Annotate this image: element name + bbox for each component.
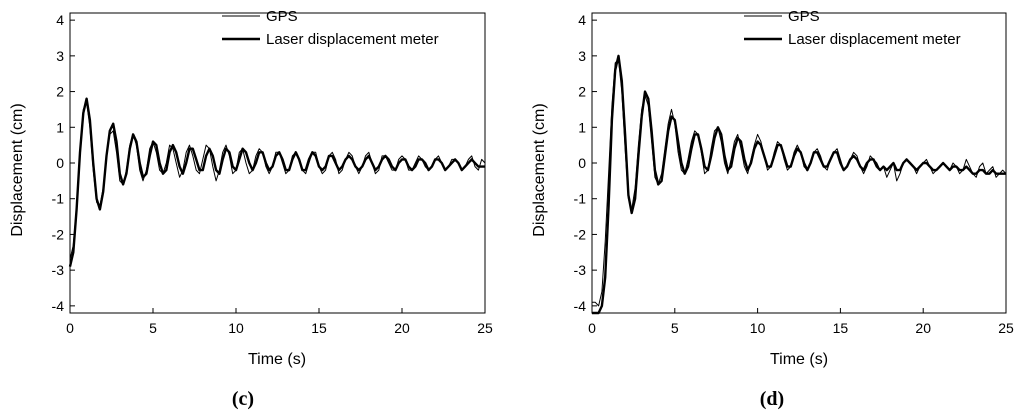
y-tick-label: -3 — [574, 262, 587, 278]
x-tick-label: 25 — [477, 320, 493, 336]
laser-series-line-c — [68, 97, 485, 267]
x-tick-label: 20 — [915, 320, 931, 336]
x-axis-c: 0 5 10 15 20 25 — [66, 308, 493, 336]
x-axis-title-d: Time (s) — [770, 351, 828, 368]
laser-series-line-d — [592, 54, 1006, 315]
y-tick-label: 1 — [578, 119, 586, 135]
legend-label-gps-c: GPS — [266, 8, 298, 25]
x-tick-label: 0 — [588, 320, 596, 336]
y-axis-c: -4 -3 -2 -1 0 1 2 3 4 — [52, 12, 75, 314]
panel-label-d: (d) — [760, 388, 784, 410]
gps-series-line-d — [592, 58, 1007, 307]
x-tick-label: 10 — [750, 320, 766, 336]
x-tick-label: 20 — [394, 320, 410, 336]
panel-label-c: (c) — [232, 388, 254, 410]
series-group-c — [68, 97, 486, 267]
y-tick-label: 0 — [56, 155, 64, 171]
y-axis-title-d: Displacement (cm) — [531, 103, 548, 236]
legend-d: GPS Laser displacement meter — [744, 8, 961, 48]
y-axis-title-c: Displacement (cm) — [9, 103, 26, 236]
y-tick-label: -3 — [52, 262, 65, 278]
x-tick-label: 15 — [311, 320, 327, 336]
y-tick-label: -2 — [574, 226, 587, 242]
x-tick-label: 25 — [998, 320, 1014, 336]
legend-c: GPS Laser displacement meter — [222, 8, 439, 48]
x-tick-label: 10 — [228, 320, 244, 336]
plot-frame-c — [69, 12, 486, 314]
legend-label-laser-c: Laser displacement meter — [266, 31, 439, 48]
y-axis-d: -4 -3 -2 -1 0 1 2 3 4 — [574, 12, 597, 314]
y-tick-label: 4 — [578, 12, 586, 28]
y-tick-label: 2 — [578, 84, 586, 100]
chart-panel-d: -4 -3 -2 -1 0 1 2 3 4 0 5 10 15 20 25 GPS Laser displ… — [531, 8, 1014, 410]
gps-series-line-c — [69, 101, 486, 260]
y-tick-label: -1 — [52, 191, 65, 207]
y-tick-label: -1 — [574, 191, 587, 207]
y-tick-label: 0 — [578, 155, 586, 171]
legend-label-gps-d: GPS — [788, 8, 820, 25]
series-group-d — [592, 54, 1007, 315]
y-tick-label: 1 — [56, 119, 64, 135]
x-axis-d: 0 5 10 15 20 25 — [588, 308, 1014, 336]
x-tick-label: 15 — [833, 320, 849, 336]
y-tick-label: 3 — [578, 48, 586, 64]
x-tick-label: 5 — [149, 320, 157, 336]
y-tick-label: -2 — [52, 226, 65, 242]
legend-label-laser-d: Laser displacement meter — [788, 31, 961, 48]
y-tick-label: 4 — [56, 12, 64, 28]
y-tick-label: 2 — [56, 84, 64, 100]
x-tick-label: 0 — [66, 320, 74, 336]
y-tick-label: 3 — [56, 48, 64, 64]
x-tick-label: 5 — [671, 320, 679, 336]
x-axis-title-c: Time (s) — [248, 351, 306, 368]
y-tick-label: -4 — [574, 298, 587, 314]
chart-panel-c: -4 -3 -2 -1 0 1 2 3 4 0 5 10 15 20 25 GPS Laser displ… — [9, 8, 493, 410]
y-tick-label: -4 — [52, 298, 65, 314]
